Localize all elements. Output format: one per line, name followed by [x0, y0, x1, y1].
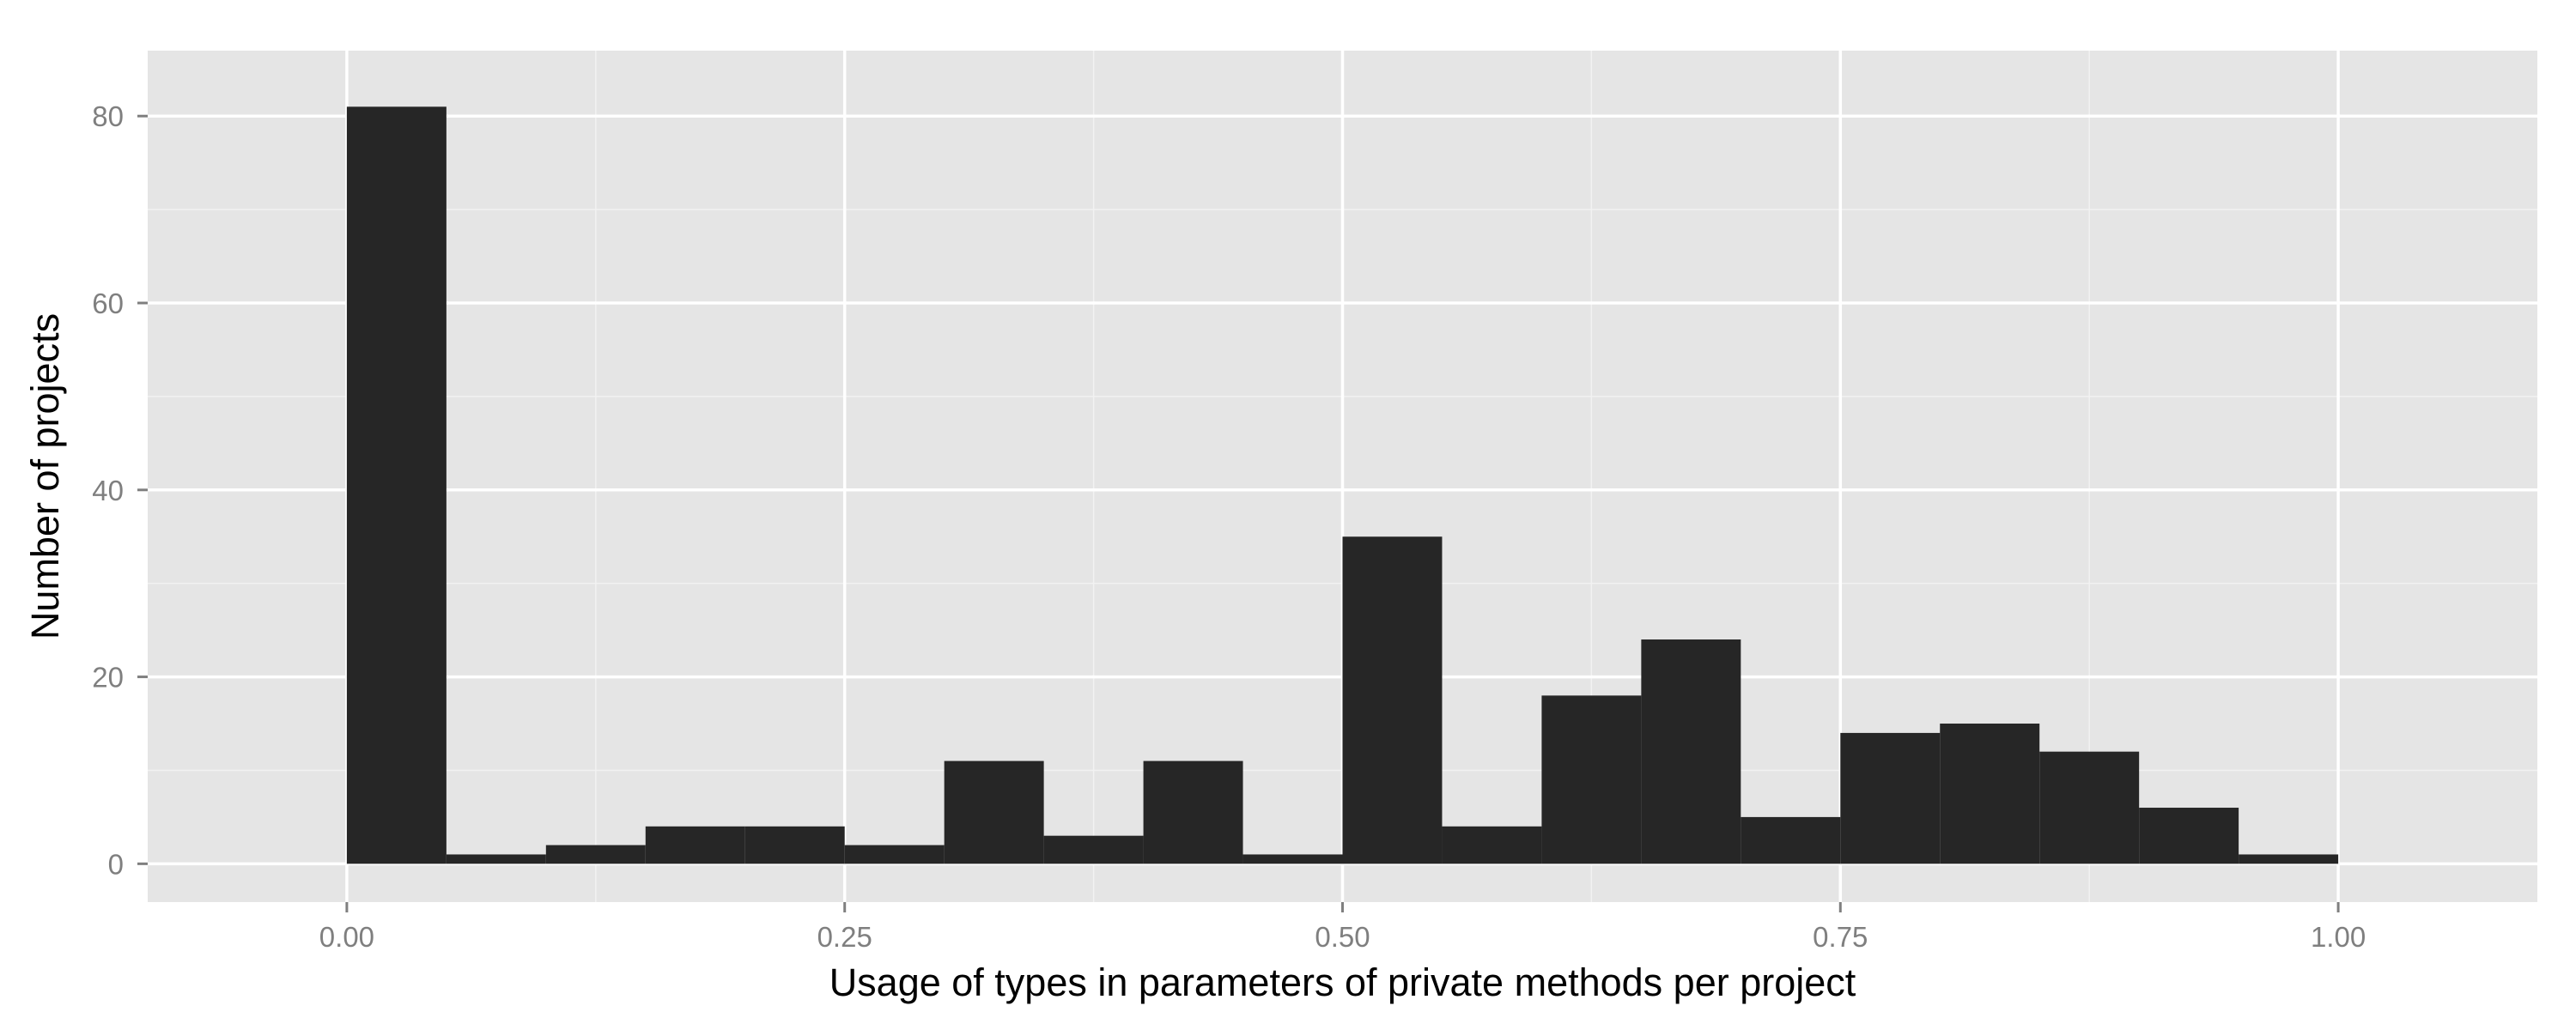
x-axis-title: Usage of types in parameters of private … [829, 960, 1856, 1004]
histogram-bar [545, 845, 646, 864]
histogram-bar [645, 826, 745, 864]
y-tick-label: 0 [108, 848, 124, 880]
y-tick-label: 40 [92, 475, 124, 506]
histogram-bar [446, 854, 546, 864]
y-tick-label: 20 [92, 662, 124, 694]
histogram-bar [1741, 816, 1841, 864]
histogram-bar [944, 760, 1044, 864]
x-tick-label: 0.00 [319, 921, 374, 953]
y-axis: 0 20 40 60 80 [92, 100, 148, 880]
histogram-bar [744, 826, 845, 864]
histogram-bar [1940, 724, 2040, 864]
x-axis: 0.00 0.25 0.50 0.75 1.00 [319, 902, 2366, 953]
histogram-bar [2139, 808, 2239, 864]
x-tick-label: 1.00 [2311, 921, 2366, 953]
x-tick-label: 0.75 [1813, 921, 1868, 953]
histogram-bar [1342, 536, 1443, 864]
histogram-bars [346, 106, 2339, 864]
histogram-bar [1242, 854, 1343, 864]
histogram-bar [1442, 826, 1542, 864]
y-tick-label: 60 [92, 288, 124, 319]
histogram-bar [2039, 751, 2140, 864]
histogram-bar [1641, 639, 1741, 864]
histogram-bar [1143, 760, 1243, 864]
x-tick-label: 0.25 [817, 921, 872, 953]
histogram-bar [2239, 854, 2339, 864]
histogram-bar [1840, 732, 1941, 864]
histogram-bar [1541, 695, 1642, 864]
histogram-bar [844, 845, 945, 864]
histogram-bar [1043, 835, 1144, 864]
histogram-bar [346, 106, 447, 864]
y-tick-label: 80 [92, 100, 124, 132]
y-axis-title: Number of projects [23, 313, 67, 639]
x-tick-label: 0.50 [1315, 921, 1370, 953]
